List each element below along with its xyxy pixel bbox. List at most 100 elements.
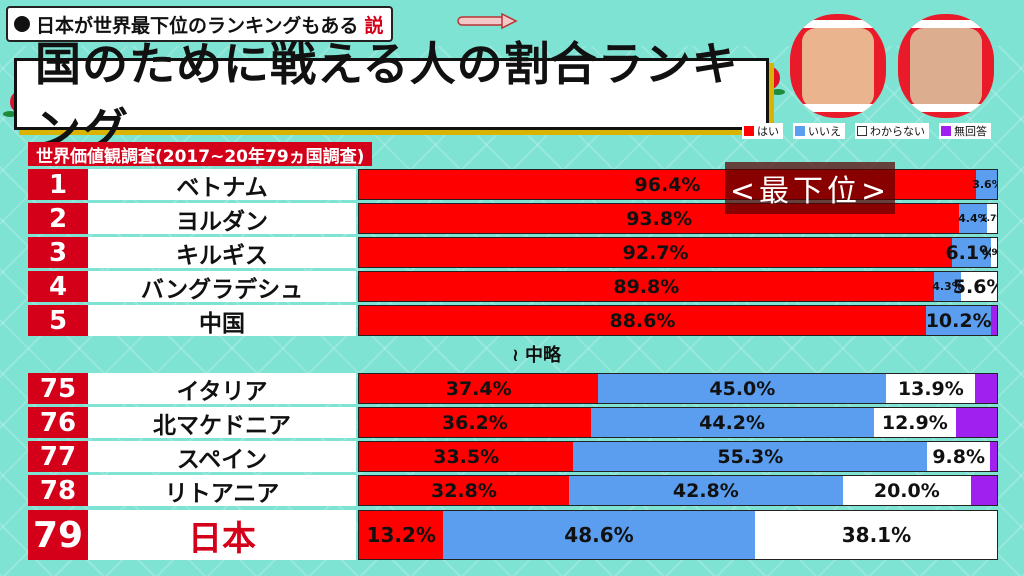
data-label: 3.6%: [972, 178, 997, 191]
bar-segment-いいえ: [573, 442, 928, 471]
stacked-bar: 89.8% 4.3%5.6%: [358, 271, 998, 302]
stacked-bar: 36.2% 44.2% 12.9%: [358, 407, 998, 438]
page-title: 国のために戦える人の割合ランキング: [14, 37, 769, 157]
country-name: 中国: [88, 305, 356, 337]
bar-segment-いいえ: [933, 272, 962, 301]
bar-segment-無回答: [975, 374, 997, 403]
legend-label: わからない: [870, 125, 925, 138]
country-name: 北マケドニア: [88, 407, 356, 439]
data-label: 36.2%: [441, 411, 508, 434]
bar-segment-わからない: [927, 442, 991, 471]
data-label: 1.7%: [980, 213, 997, 224]
bar-segment-いいえ: [568, 476, 843, 505]
data-label: 48.6%: [564, 523, 634, 547]
worst-rank-label: <最下位>: [725, 162, 895, 214]
ranking-row: 79 日本 13.2% 48.6% 38.1%: [28, 510, 998, 560]
legend-swatch: [857, 126, 867, 136]
legend-swatch: [941, 126, 951, 136]
country-name: キルギス: [88, 237, 356, 269]
data-label: 10.2%: [925, 309, 992, 332]
country-name: スペイン: [88, 441, 356, 473]
bar-segment-わからない: [754, 511, 997, 559]
data-label: 96.4%: [634, 173, 701, 196]
bar-segment-はい: [359, 238, 953, 267]
legend-item: はい: [742, 123, 783, 139]
legend-label: 無回答: [954, 125, 987, 138]
bar-segment-いいえ: [959, 204, 988, 233]
bar-segment-無回答: [991, 306, 997, 335]
country-name: ヨルダン: [88, 203, 356, 235]
data-label: 9.8%: [932, 445, 986, 468]
pointing-hand-icon: [457, 12, 518, 30]
data-label: 5.6%: [952, 275, 997, 298]
bar-segment-無回答: [997, 238, 998, 267]
data-label: 4.3%: [932, 280, 963, 293]
data-label: 4.4%: [958, 212, 989, 225]
bar-segment-わからない: [873, 408, 957, 437]
topic-emph: 説: [364, 14, 384, 37]
presenter-wipe: [790, 14, 1002, 122]
legend-item: いいえ: [793, 123, 845, 139]
ranking-row: 76 北マケドニア 36.2% 44.2% 12.9%: [28, 407, 998, 439]
stacked-bar: 32.8% 42.8% 20.0%: [358, 475, 998, 506]
stacked-bar: 92.7% 6.1%0.9%: [358, 237, 998, 268]
data-label: 32.8%: [430, 479, 497, 502]
topic-caption: 日本が世界最下位のランキングもある説: [6, 6, 394, 42]
bar-segment-わからない: [886, 374, 976, 403]
stacked-bar: 96.4% 3.6%: [358, 169, 998, 200]
stacked-bar: 93.8% 4.4%1.7%: [358, 203, 998, 234]
bar-segment-はい: [359, 442, 574, 471]
rank-number: 76: [28, 407, 88, 438]
ranking-row: 78 リトアニア 32.8% 42.8% 20.0%: [28, 475, 998, 507]
rank-number: 78: [28, 475, 88, 506]
legend-swatch: [795, 126, 805, 136]
country-name: イタリア: [88, 373, 356, 405]
bar-segment-はい: [359, 476, 569, 505]
data-label: 20.0%: [873, 479, 940, 502]
bar-segment-はい: [359, 272, 934, 301]
data-label: 42.8%: [672, 479, 739, 502]
data-label: 38.1%: [841, 523, 912, 547]
bar-segment-無回答: [997, 272, 998, 301]
bar-segment-わからない: [961, 272, 997, 301]
bar-segment-わからない: [987, 204, 997, 233]
ranking-row: 75 イタリア 37.4% 45.0% 13.9%: [28, 373, 998, 405]
rank-number: 77: [28, 441, 88, 472]
data-label: 88.6%: [609, 309, 676, 332]
logo-icon: [14, 16, 30, 32]
data-label: 44.2%: [699, 411, 766, 434]
bar-segment-いいえ: [590, 408, 874, 437]
bar-segment-はい: [359, 306, 927, 335]
bar-segment-いいえ: [975, 170, 997, 199]
data-label: 0.9%: [981, 247, 998, 258]
bar-segment-いいえ: [952, 238, 992, 267]
bar-segment-いいえ: [598, 374, 887, 403]
bar-segment-わからない: [842, 476, 971, 505]
bar-segment-無回答: [990, 442, 997, 471]
legend-item: 無回答: [939, 123, 991, 139]
data-label: 12.9%: [881, 411, 948, 434]
ranking-row: 5 中国 88.6% 10.2%: [28, 305, 998, 337]
bar-segment-はい: [359, 408, 591, 437]
omitted-label: 中略: [525, 345, 562, 366]
data-label: 93.8%: [626, 207, 693, 230]
rank-number: 1: [28, 169, 88, 200]
rank-number: 2: [28, 203, 88, 234]
legend-label: いいえ: [808, 125, 841, 138]
rank-number: 75: [28, 373, 88, 404]
rank-number: 79: [28, 510, 88, 560]
data-label: 13.9%: [897, 377, 964, 400]
data-label: 92.7%: [622, 241, 689, 264]
data-label: 13.2%: [366, 523, 436, 547]
bar-segment-わからない: [991, 238, 997, 267]
rank-number: 3: [28, 237, 88, 268]
country-name: ベトナム: [88, 169, 356, 201]
topic-main: 日本が世界最下位のランキングもある: [36, 14, 359, 37]
data-label: 89.8%: [613, 275, 680, 298]
country-name: リトアニア: [88, 475, 356, 507]
bar-segment-はい: [359, 511, 444, 559]
legend-swatch: [744, 126, 754, 136]
rank-number: 4: [28, 271, 88, 302]
